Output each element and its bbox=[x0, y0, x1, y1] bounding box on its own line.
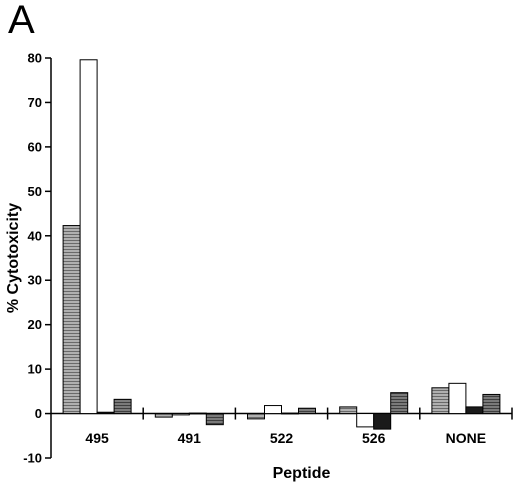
bar-495-series-3 bbox=[96, 411, 115, 415]
bar-495-series-2 bbox=[79, 59, 98, 415]
bar-526-series-1 bbox=[339, 406, 358, 415]
x-category-label: 495 bbox=[85, 430, 109, 446]
bar-495-series-4 bbox=[113, 398, 132, 415]
x-axis-title: Peptide bbox=[273, 465, 331, 482]
y-tick-label: 80 bbox=[28, 51, 42, 66]
y-tick-label: 70 bbox=[28, 95, 42, 110]
y-tick-label: -10 bbox=[23, 451, 42, 466]
bar-491-series-3 bbox=[188, 412, 207, 415]
bar-none-series-2 bbox=[448, 382, 467, 415]
bar-none-series-1 bbox=[431, 387, 450, 415]
y-tick-label: 30 bbox=[28, 273, 42, 288]
x-category-label: 522 bbox=[270, 430, 294, 446]
y-tick-label: 50 bbox=[28, 184, 42, 199]
y-tick-label: 10 bbox=[28, 362, 42, 377]
bar-491-series-1 bbox=[154, 413, 173, 418]
bar-522-series-4 bbox=[298, 407, 316, 415]
bar-491-series-4 bbox=[205, 413, 224, 426]
bar-522-series-2 bbox=[264, 405, 282, 415]
x-category-label: 526 bbox=[362, 430, 386, 446]
y-axis-title: % Cytotoxicity bbox=[5, 203, 22, 313]
y-tick-label: 0 bbox=[35, 406, 42, 421]
x-category-label: 491 bbox=[178, 430, 202, 446]
bar-526-series-2 bbox=[356, 413, 375, 428]
bar-none-series-4 bbox=[482, 393, 501, 415]
y-tick-label: 40 bbox=[28, 228, 42, 243]
bars bbox=[62, 59, 501, 430]
x-category-label: NONE bbox=[446, 430, 486, 446]
y-tick-label: 20 bbox=[28, 317, 42, 332]
bar-526-series-4 bbox=[390, 392, 409, 415]
bar-522-series-1 bbox=[247, 413, 265, 420]
labels: -10 0 10 20 30 40 50 60 70 80 495 491 522 526 NONE Pept… bbox=[5, 51, 486, 483]
bar-491-series-2 bbox=[171, 413, 190, 416]
bar-none-series-3 bbox=[465, 406, 484, 415]
bar-522-series-3 bbox=[281, 412, 299, 415]
panel-label: A bbox=[8, 0, 35, 42]
bar-495-series-1 bbox=[62, 225, 81, 415]
bar-526-series-3 bbox=[373, 413, 392, 430]
y-tick-label: 60 bbox=[28, 139, 42, 154]
